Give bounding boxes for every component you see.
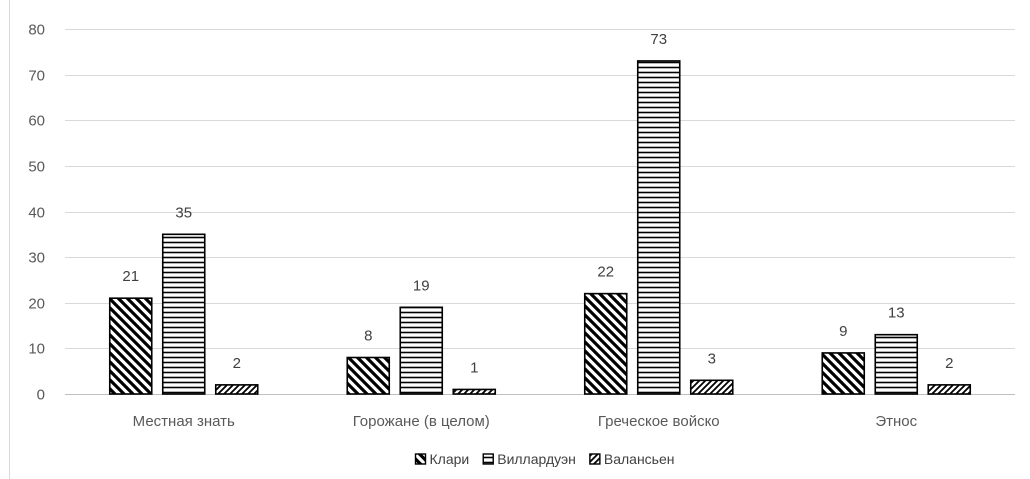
legend-swatch bbox=[414, 453, 427, 465]
data-label: 21 bbox=[122, 268, 139, 285]
y-tick-label: 20 bbox=[28, 296, 45, 313]
legend-item: Клари bbox=[414, 451, 470, 467]
legend-label: Валансьен bbox=[604, 451, 675, 467]
data-label: 73 bbox=[650, 31, 667, 48]
data-labels: 21 35 2 8 19 1 22 73 3 9 13 2 bbox=[122, 31, 953, 377]
y-tick-label: 80 bbox=[28, 22, 45, 39]
y-tick-label: 50 bbox=[28, 159, 45, 176]
bar-3-2 bbox=[452, 388, 497, 395]
legend-item: Виллардуэн bbox=[482, 451, 576, 467]
y-tick-label: 10 bbox=[28, 341, 45, 358]
data-label: 35 bbox=[175, 204, 192, 221]
gridlines bbox=[65, 29, 1015, 349]
bar-1-1 bbox=[108, 297, 153, 395]
data-label: 2 bbox=[233, 355, 241, 372]
bar-2-2 bbox=[399, 306, 444, 395]
bar-3-3 bbox=[689, 379, 734, 395]
data-label: 2 bbox=[945, 355, 953, 372]
x-category-label: Греческое войско bbox=[598, 413, 720, 430]
data-label: 3 bbox=[708, 350, 716, 367]
legend-swatch bbox=[482, 453, 494, 465]
legend-label: Клари bbox=[430, 451, 470, 467]
bar-1-3 bbox=[583, 292, 628, 395]
bar-3-1 bbox=[214, 384, 259, 395]
y-tick-label: 0 bbox=[37, 387, 45, 404]
legend-item: Валансьен bbox=[589, 451, 675, 467]
x-axis-categories: Местная знать Горожане (в целом) Греческое… bbox=[133, 413, 918, 430]
x-category-label: Горожане (в целом) bbox=[353, 413, 490, 430]
bar-1-4 bbox=[821, 352, 866, 395]
bar-2-1 bbox=[161, 233, 206, 395]
data-label: 9 bbox=[839, 323, 847, 340]
y-tick-label: 70 bbox=[28, 68, 45, 85]
bar-2-3 bbox=[636, 60, 681, 395]
legend-swatch bbox=[589, 453, 601, 465]
y-tick-label: 60 bbox=[28, 113, 45, 130]
data-label: 22 bbox=[597, 264, 614, 281]
bars bbox=[108, 60, 972, 395]
data-label: 8 bbox=[364, 328, 372, 345]
y-tick-label: 40 bbox=[28, 205, 45, 222]
legend: Клари Виллардуэн Валансьен bbox=[414, 451, 675, 467]
bar-3-4 bbox=[927, 384, 972, 395]
data-label: 1 bbox=[470, 359, 478, 376]
bar-1-2 bbox=[346, 356, 391, 395]
bar-2-4 bbox=[874, 333, 919, 395]
x-category-label: Местная знать bbox=[133, 413, 235, 430]
x-category-label: Этнос bbox=[875, 413, 917, 430]
y-tick-label: 30 bbox=[28, 250, 45, 267]
data-label: 19 bbox=[413, 277, 430, 294]
legend-label: Виллардуэн bbox=[497, 451, 576, 467]
data-label: 13 bbox=[888, 305, 905, 322]
